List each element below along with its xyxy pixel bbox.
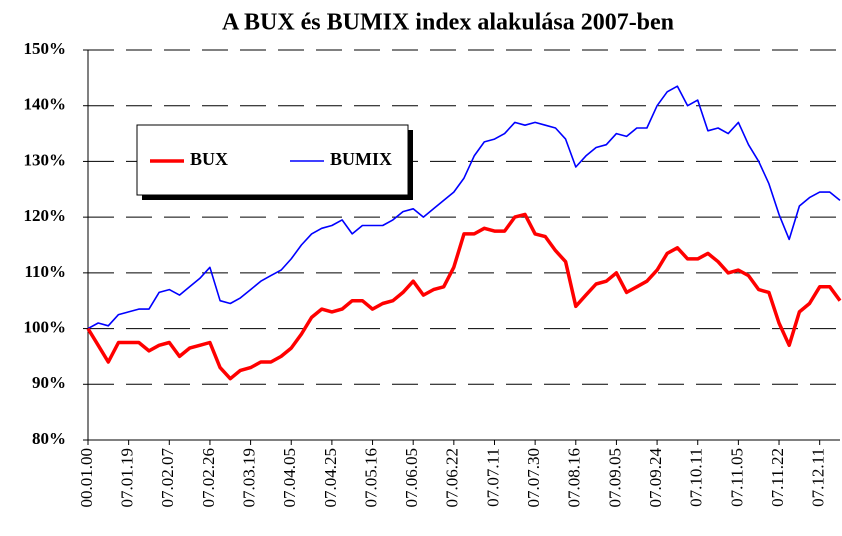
x-tick-label: 07.02.07 <box>158 448 177 508</box>
series-line <box>87 85 841 330</box>
chart-title: A BUX és BUMIX index alakulása 2007-ben <box>222 10 674 36</box>
x-tick-label: 07.05.16 <box>361 448 380 508</box>
x-tick-label: 07.06.05 <box>402 448 421 508</box>
legend-label: BUMIX <box>330 149 392 169</box>
x-tick-label: 07.04.25 <box>321 448 340 508</box>
y-tick-label: 130% <box>24 150 67 169</box>
x-tick-label: 07.07.30 <box>524 448 543 508</box>
x-tick-label: 07.01.19 <box>118 448 137 508</box>
x-tick-label: 07.09.24 <box>646 448 665 508</box>
y-tick-label: 80% <box>32 429 66 448</box>
x-tick-label: 07.08.16 <box>565 448 584 508</box>
x-tick-label: 07.02.26 <box>199 448 218 508</box>
y-tick-label: 110% <box>24 262 66 281</box>
y-tick-label: 120% <box>24 206 67 225</box>
series-line <box>86 212 842 381</box>
x-tick-label: 00.01.00 <box>77 448 96 508</box>
x-tick-label: 07.09.05 <box>605 448 624 508</box>
x-tick-label: 07.11.22 <box>768 448 787 507</box>
x-tick-label: 07.07.11 <box>483 448 502 507</box>
y-tick-label: 100% <box>24 317 67 336</box>
y-tick-label: 150% <box>24 39 67 58</box>
x-tick-label: 07.06.22 <box>443 448 462 508</box>
x-tick-label: 07.04.05 <box>280 448 299 508</box>
x-tick-label: 07.12.11 <box>809 448 828 507</box>
legend-label: BUX <box>190 149 228 169</box>
y-tick-label: 140% <box>24 95 67 114</box>
x-tick-label: 07.10.11 <box>687 448 706 507</box>
legend: BUX BUMIX <box>136 124 413 200</box>
x-tick-label: 07.11.05 <box>727 448 746 507</box>
y-tick-label: 90% <box>32 373 66 392</box>
x-tick-label: 07.03.19 <box>240 448 259 508</box>
